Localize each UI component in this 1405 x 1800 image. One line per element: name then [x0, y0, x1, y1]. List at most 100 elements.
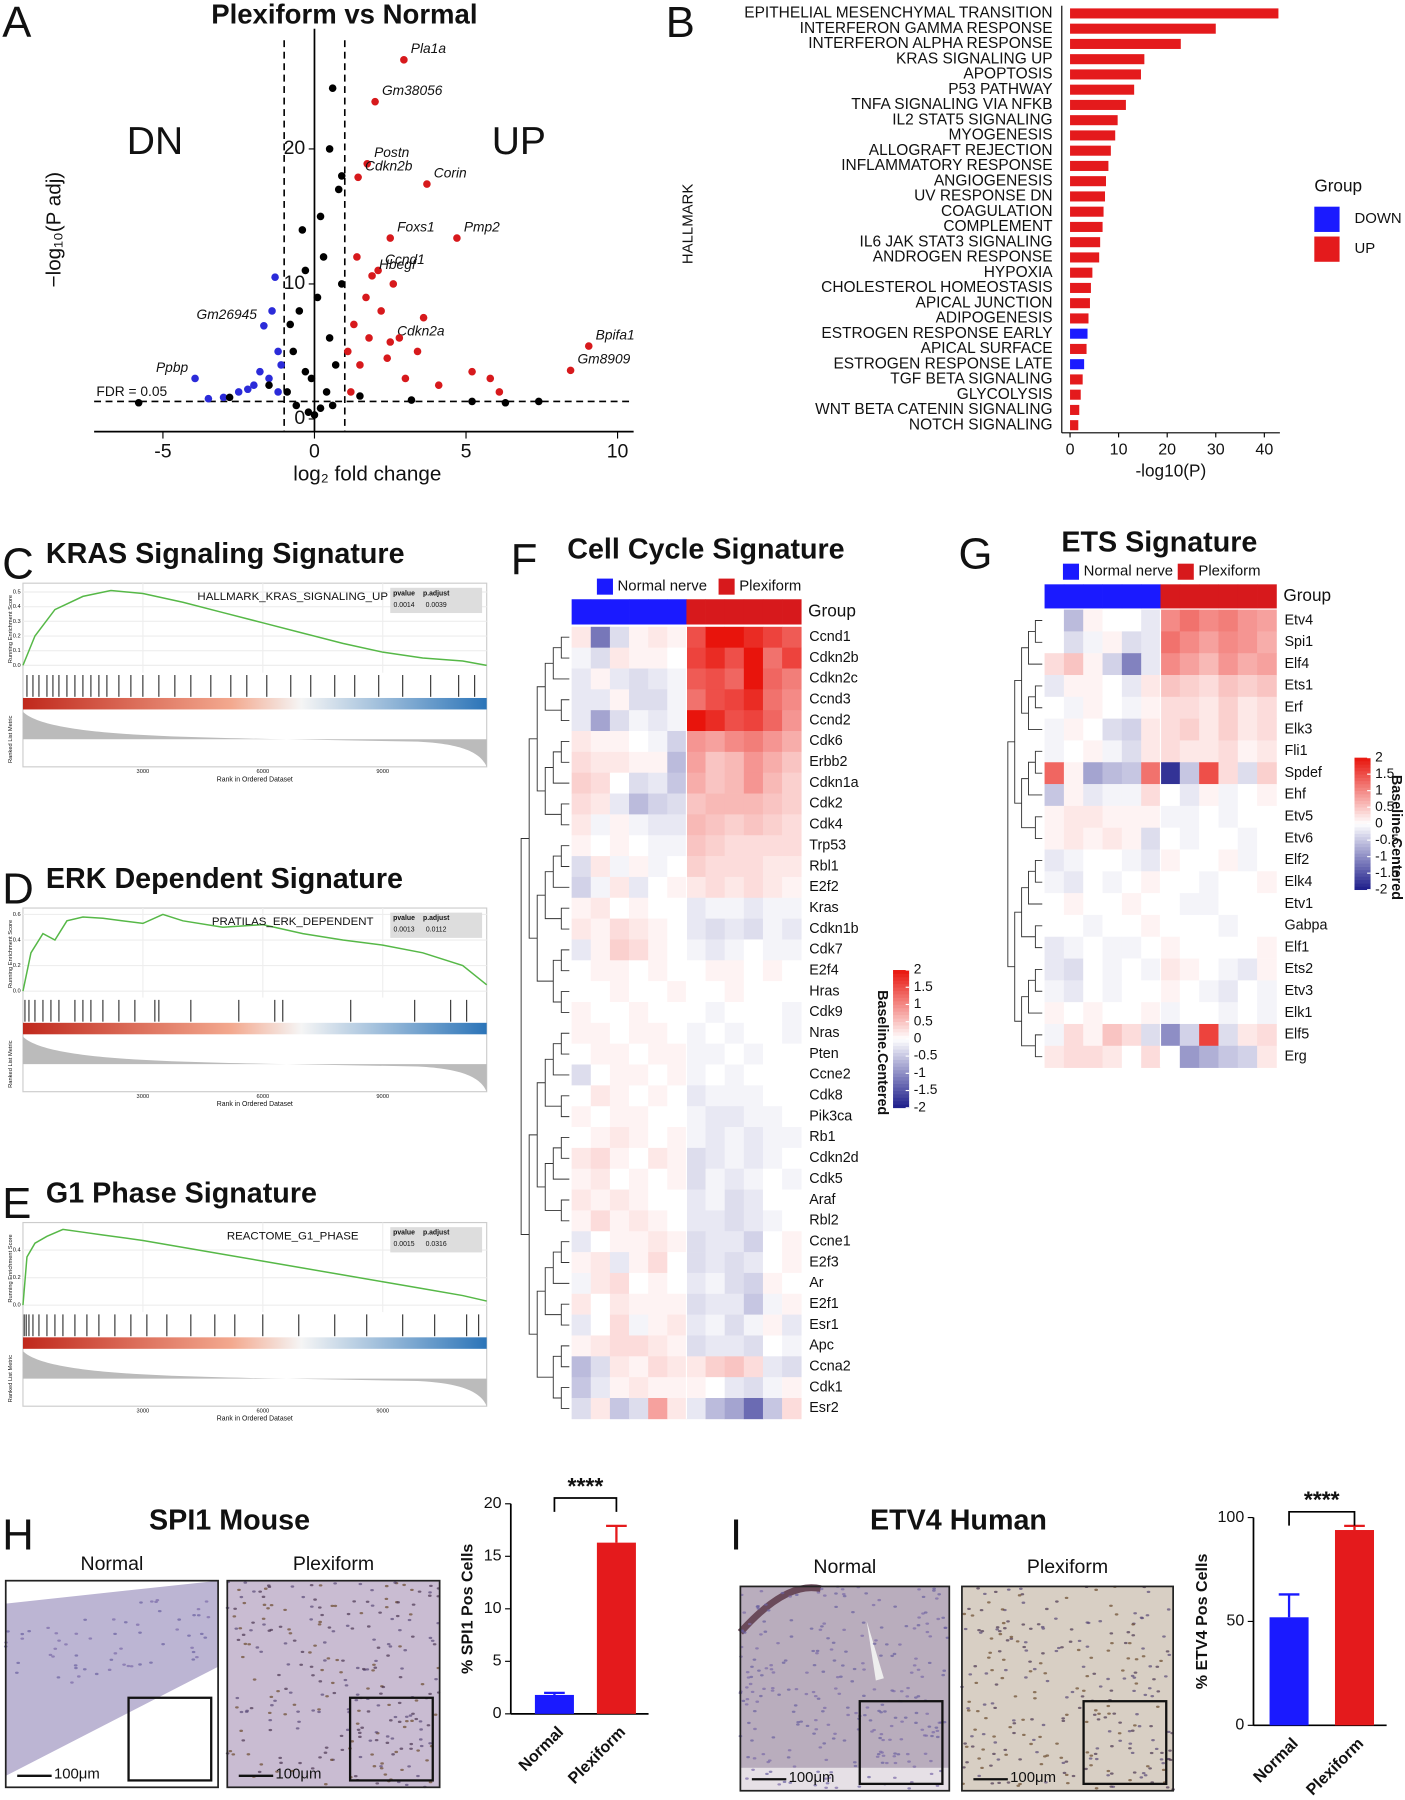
nucleus: [266, 1607, 270, 1610]
heat-cell: [1121, 958, 1142, 981]
nucleus: [1145, 1614, 1150, 1617]
nucleus: [745, 1777, 749, 1780]
nucleus: [1017, 1594, 1022, 1597]
heat-cell: [1218, 936, 1239, 959]
nucleus: [371, 1669, 375, 1672]
nucleus: [941, 1616, 946, 1619]
heat-cell: [609, 668, 630, 690]
heat-cell: [762, 1085, 783, 1107]
nucleus: [375, 1782, 380, 1785]
heat-cell: [743, 1001, 764, 1024]
nucleus: [1133, 1724, 1137, 1727]
nucleus: [1160, 1751, 1164, 1755]
nucleus: [379, 1692, 383, 1695]
nucleus: [199, 1632, 204, 1636]
nucleus: [1162, 1635, 1166, 1638]
nucleus: [965, 1761, 969, 1764]
heat-cell: [629, 1064, 649, 1086]
colorbar-step: [1354, 764, 1371, 768]
colorbar-step: [893, 1014, 910, 1019]
heat-cell: [1179, 871, 1200, 894]
nucleus: [262, 1623, 266, 1626]
heat-cell: [762, 939, 783, 961]
heat-cell: [667, 897, 687, 919]
nucleus: [852, 1761, 857, 1764]
nucleus: [242, 1601, 247, 1605]
nucleus: [1135, 1713, 1139, 1716]
nucleus: [755, 1700, 760, 1703]
nucleus: [757, 1669, 761, 1672]
colorbar-step: [893, 976, 910, 981]
heat-cell: [1199, 762, 1219, 785]
heat-cell: [1083, 696, 1103, 719]
heat-cell: [667, 1043, 687, 1065]
nucleus: [823, 1777, 828, 1780]
nucleus: [861, 1662, 865, 1665]
heat-cell: [648, 897, 668, 919]
colorbar-step: [1354, 757, 1371, 762]
heat-cell: [782, 856, 802, 878]
heat-cell: [1083, 805, 1103, 829]
category-label: HYPOXIA: [984, 264, 1054, 281]
nucleus: [909, 1671, 914, 1674]
heat-cell: [686, 1168, 706, 1190]
heat-cell: [1102, 958, 1123, 981]
nucleus: [318, 1620, 322, 1624]
nucleus: [1165, 1786, 1170, 1789]
nucleus: [1077, 1706, 1082, 1710]
nucleus: [1106, 1774, 1110, 1777]
nucleus: [1061, 1761, 1066, 1764]
nucleus: [1040, 1625, 1045, 1629]
heat-cell: [1237, 980, 1258, 1003]
stats-value: 0.0112: [426, 927, 447, 934]
group-cell: [743, 599, 764, 625]
heat-cell: [705, 1377, 726, 1399]
heat-cell: [1102, 675, 1123, 698]
nucleus: [239, 1710, 244, 1714]
colorbar-step: [893, 1083, 910, 1088]
heat-cell: [667, 876, 687, 899]
nucleus: [1029, 1742, 1033, 1746]
heat-cell: [1218, 893, 1239, 916]
nucleus: [261, 1617, 266, 1620]
heat-cell: [743, 939, 764, 961]
category-label: WNT BETA CATENIN SIGNALING: [815, 401, 1052, 418]
nucleus: [1062, 1771, 1067, 1775]
heat-cell: [667, 814, 687, 836]
category-label: COAGULATION: [941, 203, 1053, 220]
colorbar-step: [1354, 767, 1371, 772]
heat-cell: [1179, 675, 1200, 698]
heat-cell: [1179, 1002, 1200, 1025]
heat-cell: [590, 1335, 611, 1357]
nucleus: [113, 1652, 118, 1655]
row-label: Etv6: [1284, 830, 1313, 846]
colorbar-step: [1354, 879, 1371, 884]
legend-label: Normal nerve: [1084, 563, 1173, 580]
nucleus: [82, 1668, 87, 1671]
heat-cell: [571, 1085, 592, 1107]
nucleus: [877, 1598, 882, 1602]
nucleus: [968, 1673, 973, 1676]
nucleus: [191, 1658, 196, 1661]
nucleus: [892, 1689, 896, 1693]
nucleus: [979, 1608, 984, 1612]
nucleus: [1148, 1767, 1152, 1770]
heat-cell: [686, 1085, 706, 1107]
legend-swatch: [1314, 236, 1340, 262]
heat-cell: [590, 1043, 611, 1065]
nucleus: [928, 1635, 933, 1638]
heat-cell: [1141, 740, 1161, 763]
row-label: Trp53: [809, 837, 846, 853]
nucleus: [1012, 1731, 1016, 1735]
heat-cell: [609, 731, 630, 753]
heat-cell: [609, 897, 630, 919]
nucleus: [1003, 1627, 1007, 1630]
colorbar-step: [893, 1090, 910, 1095]
colorbar-step: [893, 1093, 910, 1098]
heat-cell: [571, 1168, 592, 1190]
y-tick-label: 20: [484, 1494, 502, 1512]
heat-cell: [1237, 631, 1258, 654]
point: [331, 361, 340, 369]
nucleus: [1118, 1721, 1122, 1724]
x-tick-label: 30: [1207, 440, 1225, 458]
